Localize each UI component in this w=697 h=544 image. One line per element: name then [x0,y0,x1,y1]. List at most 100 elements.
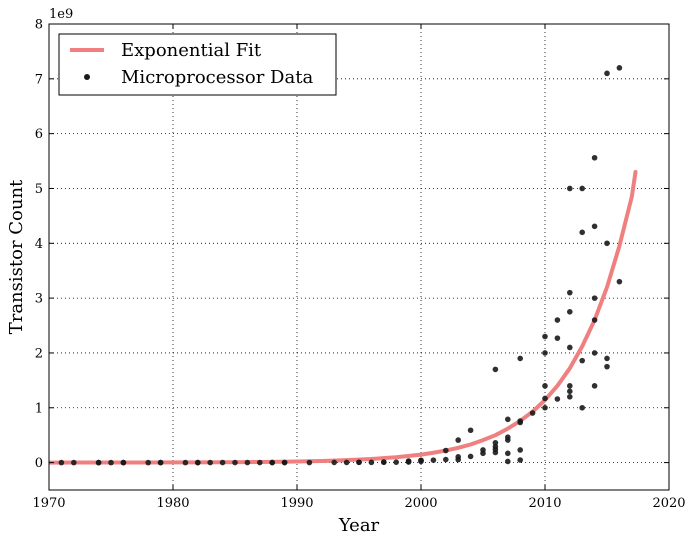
data-point [71,459,77,466]
y-tick-label: 3 [35,292,43,307]
data-point [455,437,462,443]
x-tick-label: 2010 [528,496,561,511]
data-point [542,350,548,356]
y-tick-label: 8 [35,18,43,33]
legend-box [58,33,337,96]
data-point [492,439,499,446]
data-point [554,317,561,323]
data-point [554,335,561,341]
x-tick-label: 1980 [156,496,189,511]
data-point [517,418,523,424]
data-point [182,459,189,466]
y-tick-label: 0 [35,456,43,471]
y-tick-label: 4 [35,237,43,252]
data-point [591,317,598,323]
data-point [480,447,486,453]
data-point [331,459,338,466]
data-point [567,394,573,400]
legend: Exponential Fit Microprocessor Data [58,33,337,96]
y-axis-label: Transistor Count [6,179,27,334]
data-point [567,289,573,296]
data-point [207,459,213,466]
x-tick-label: 1990 [280,496,313,511]
data-point [591,383,598,389]
data-point [455,456,462,463]
data-point [542,383,548,389]
y-multiplier-label: 1e9 [49,7,73,22]
x-tick-label: 2000 [404,496,437,511]
data-point [554,396,561,402]
data-point [393,459,400,465]
data-point [616,278,623,285]
data-point [157,459,164,466]
data-point [567,388,573,395]
data-point [567,309,573,315]
grid [49,24,669,490]
data-point [529,410,536,416]
data-point [604,355,610,362]
data-point [604,240,610,247]
data-point [505,458,511,465]
legend-data-label: Microprocessor Data [121,67,313,88]
legend-data-swatch [84,74,90,80]
data-point [579,357,585,364]
data-point [108,459,114,466]
data-point [604,70,610,77]
data-point [542,333,548,340]
data-point [269,459,276,466]
data-point [120,459,127,466]
y-tick-label: 2 [35,346,43,361]
x-tick-label: 2020 [652,496,685,511]
y-tick-label: 7 [35,72,43,87]
data-point [467,427,474,434]
data-point [443,456,449,463]
plot-frame [48,23,670,491]
y-tick-label: 5 [35,182,43,197]
data-point [517,447,523,453]
data-point [195,459,201,466]
data-point [232,459,238,466]
data-point [591,350,598,356]
data-point [591,154,598,161]
data-point [567,185,573,192]
data-point [95,459,102,466]
data-point [443,447,449,454]
data-point [58,459,65,466]
data-point [517,457,523,463]
data-point [257,459,263,466]
exponential-fit-line [49,170,638,465]
data-point [281,459,288,466]
data-point [604,363,610,370]
data-point [368,459,375,466]
data-point [467,453,474,460]
data-point [306,459,313,466]
data-point [381,459,387,465]
data-point [579,229,585,236]
data-point [343,459,350,466]
data-point [356,459,362,466]
ticks: 1970 1980 1990 2000 2010 2020 0 1 2 3 4 5 6 7 8 [32,18,685,512]
y-tick-label: 1 [35,401,43,416]
data-point [492,366,499,373]
data-point [591,295,598,301]
data-point [492,449,499,456]
legend-fit-label: Exponential Fit [121,40,262,61]
data-point [244,459,251,466]
y-tick-label: 6 [35,127,43,142]
x-axis-label: Year [338,515,380,536]
data-point [567,344,573,351]
data-point [517,355,523,362]
data-point [219,459,226,466]
data-point [430,457,437,463]
data-point [418,457,424,464]
x-tick-label: 1970 [32,496,65,511]
data-point [405,458,412,464]
data-point [567,383,573,389]
data-point [591,223,598,230]
data-point [505,450,511,457]
data-point [542,404,548,411]
data-point [505,416,511,423]
data-point [505,437,511,443]
exponential-fit-series [49,170,638,465]
